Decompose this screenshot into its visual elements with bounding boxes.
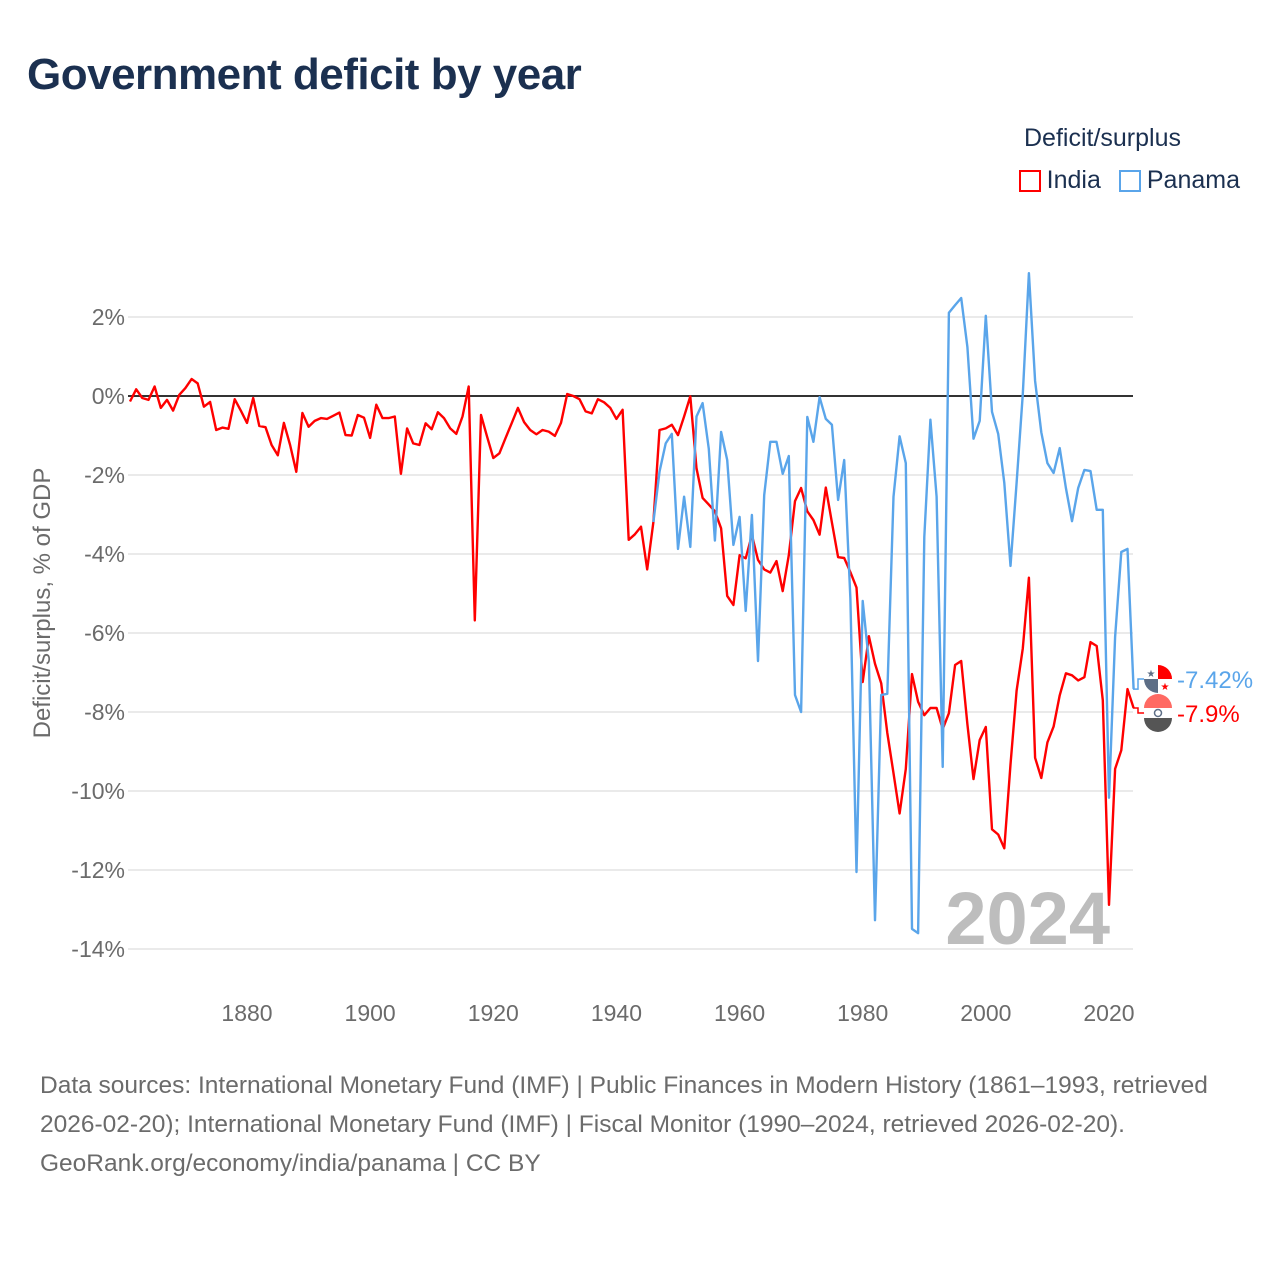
series-line-india[interactable] <box>128 377 1135 906</box>
series-line-panama[interactable] <box>652 272 1135 935</box>
x-tick-label: 1880 <box>221 1000 272 1026</box>
svg-text:★: ★ <box>1147 669 1156 680</box>
footer: Data sources: International Monetary Fun… <box>40 1066 1250 1183</box>
legend-label-india: India <box>1046 166 1101 194</box>
credit-link[interactable]: GeoRank.org/economy/india/panama | CC BY <box>40 1150 541 1177</box>
x-tick-label: 1960 <box>714 1000 765 1026</box>
end-value-label-panama: -7.42% <box>1177 667 1253 694</box>
year-watermark: 2024 <box>945 877 1110 960</box>
flag-india-icon <box>1144 694 1172 732</box>
svg-text:★: ★ <box>1161 682 1170 693</box>
y-tick-label: -4% <box>84 541 125 567</box>
end-connector <box>1133 678 1146 690</box>
legend-swatch-india <box>1018 169 1041 192</box>
chart-title: Government deficit by year <box>27 50 582 99</box>
y-tick-label: -2% <box>84 462 125 488</box>
y-tick-label: -6% <box>84 620 125 646</box>
y-tick-label: -8% <box>84 699 125 725</box>
x-tick-label: 1980 <box>837 1000 888 1026</box>
data-sources: Data sources: International Monetary Fun… <box>40 1072 1208 1138</box>
legend-label-panama: Panama <box>1146 166 1240 194</box>
flag-panama-icon: ★★ <box>1144 665 1172 693</box>
end-connector <box>1133 707 1146 714</box>
legend-title: Deficit/surplus <box>1024 124 1181 152</box>
legend: India Panama <box>1018 166 1240 195</box>
y-tick-label: -14% <box>71 936 125 962</box>
y-tick-label: 2% <box>92 304 125 330</box>
x-tick-label: 2000 <box>960 1000 1011 1026</box>
y-tick-label: 0% <box>92 383 125 409</box>
x-tick-label: 1900 <box>345 1000 396 1026</box>
x-tick-label: 1920 <box>468 1000 519 1026</box>
x-tick-label: 2020 <box>1083 1000 1134 1026</box>
legend-item-india[interactable]: India <box>1018 166 1101 195</box>
y-tick-label: -10% <box>71 778 125 804</box>
y-tick-label: -12% <box>71 857 125 883</box>
legend-swatch-panama <box>1118 169 1141 192</box>
x-tick-label: 1940 <box>591 1000 642 1026</box>
end-value-label-india: -7.9% <box>1177 701 1240 728</box>
legend-item-panama[interactable]: Panama <box>1118 166 1240 195</box>
y-axis-label: Deficit/surplus, % of GDP <box>29 468 56 739</box>
